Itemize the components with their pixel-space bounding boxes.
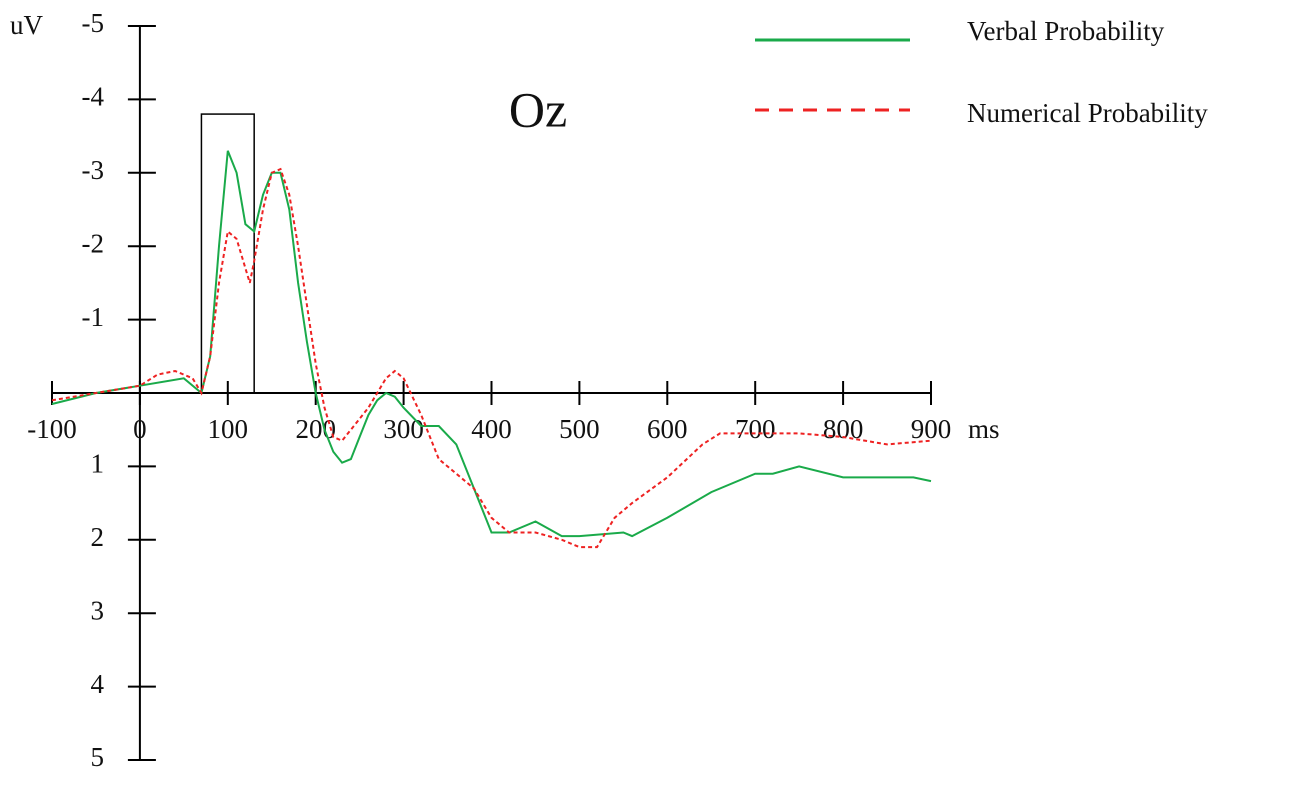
x-tick-label: 100 <box>208 414 249 444</box>
legend-label: Numerical Probability <box>967 98 1208 128</box>
x-tick-label: -100 <box>27 414 77 444</box>
y-tick-label: 2 <box>91 522 105 552</box>
legend-label: Verbal Probability <box>967 16 1165 46</box>
y-tick-label: -3 <box>82 155 105 185</box>
y-tick-label: -2 <box>82 228 105 258</box>
x-tick-label: 400 <box>471 414 512 444</box>
x-tick-label: 0 <box>133 414 147 444</box>
chart-title: Oz <box>509 81 567 137</box>
y-tick-label: -5 <box>82 8 105 38</box>
x-tick-label: 300 <box>383 414 424 444</box>
y-tick-label: -4 <box>82 82 105 112</box>
x-tick-label: 500 <box>559 414 600 444</box>
y-tick-label: 3 <box>91 595 105 625</box>
y-tick-label: 5 <box>91 742 105 772</box>
x-tick-label: 600 <box>647 414 688 444</box>
y-tick-label: 1 <box>91 449 105 479</box>
series-line <box>51 167 932 549</box>
x-tick-label: 900 <box>911 414 952 444</box>
y-tick-label: -1 <box>82 302 105 332</box>
x-tick-label: 200 <box>295 414 336 444</box>
x-axis-label: ms <box>968 414 1000 444</box>
highlight-window <box>200 113 255 394</box>
y-axis-label: uV <box>10 10 44 40</box>
y-tick-label: 4 <box>91 669 105 699</box>
series-line <box>51 150 932 538</box>
x-tick-label: 700 <box>735 414 776 444</box>
